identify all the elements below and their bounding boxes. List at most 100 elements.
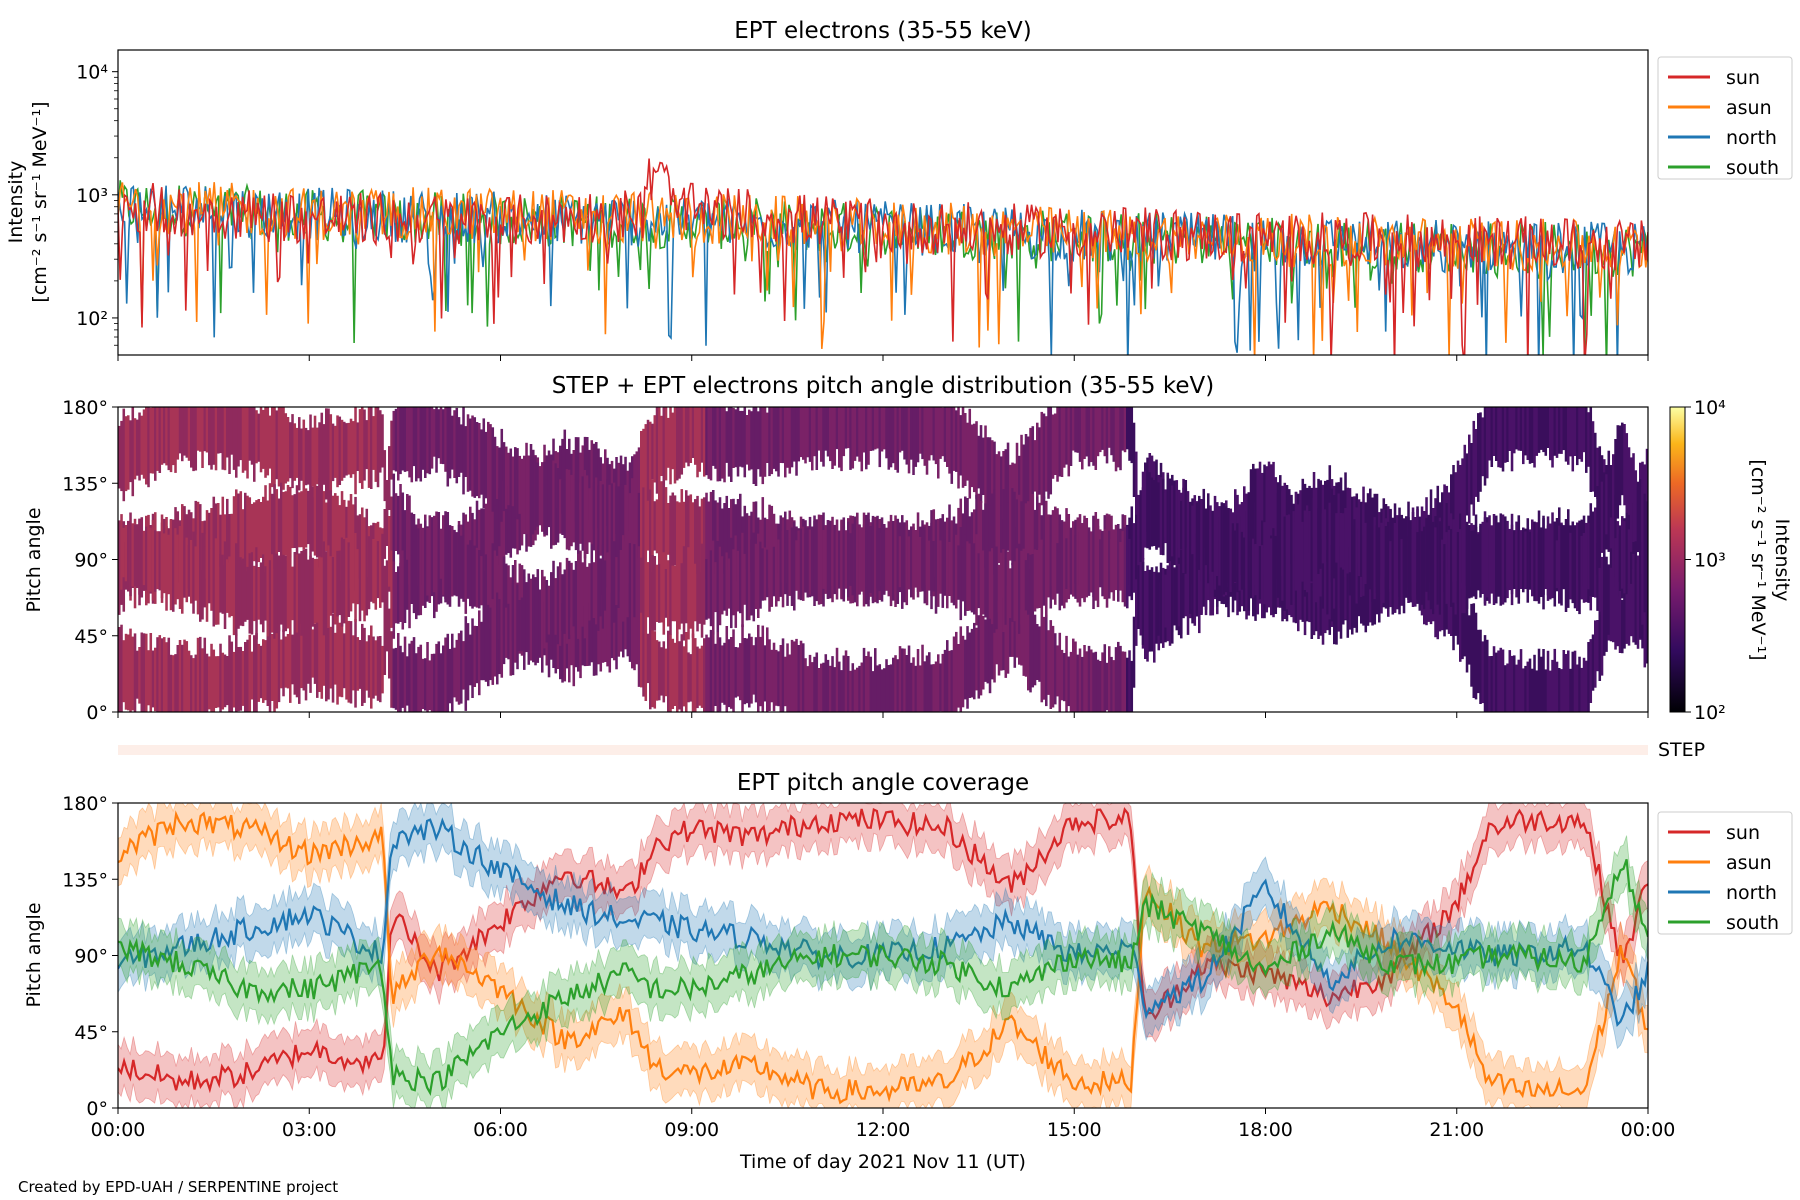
heatmap-cell <box>703 407 706 477</box>
heatmap-cell <box>784 407 787 478</box>
heatmap-cell <box>183 639 186 712</box>
heatmap-cell <box>1481 417 1485 477</box>
heatmap-cell <box>1639 546 1642 639</box>
heatmap-cell <box>1481 641 1485 704</box>
heatmap-cell <box>1618 525 1622 597</box>
heatmap-cell <box>1621 516 1624 589</box>
heatmap-cell <box>694 638 697 712</box>
heatmap-cell <box>572 479 576 543</box>
heatmap-cell <box>430 517 434 597</box>
heatmap-cell <box>986 437 990 504</box>
heatmap-cell <box>376 541 380 599</box>
heatmap-cell <box>1528 407 1532 464</box>
heatmap-cell <box>754 407 758 486</box>
heatmap-cell <box>1101 652 1104 712</box>
heatmap-cell <box>691 548 695 638</box>
heatmap-cell <box>858 407 861 462</box>
heatmap-cell <box>277 498 281 552</box>
heatmap-cell <box>268 560 272 627</box>
heatmap-cell <box>649 421 652 491</box>
heatmap-cell <box>1281 529 1284 601</box>
heatmap-cell <box>880 517 884 602</box>
heatmap-cell <box>646 562 650 618</box>
heatmap-cell <box>372 416 375 470</box>
heatmap-cell <box>705 492 708 580</box>
heatmap-cell <box>1630 583 1633 637</box>
step-strip-label: STEP <box>1658 739 1705 761</box>
heatmap-cell <box>313 485 317 556</box>
heatmap-cell <box>1013 463 1017 512</box>
heatmap-cell <box>1101 530 1104 597</box>
heatmap-cell <box>583 470 587 559</box>
heatmap-cell <box>1378 527 1381 594</box>
heatmap-cell <box>667 503 670 555</box>
heatmap-cell <box>1033 614 1037 686</box>
heatmap-cell <box>687 652 690 703</box>
heatmap-cell <box>930 664 933 712</box>
heatmap-cell <box>923 661 927 712</box>
heatmap-cell <box>1504 665 1507 712</box>
heatmap-cell <box>455 407 459 484</box>
heatmap-cell <box>356 637 360 691</box>
heatmap-cell <box>363 409 366 481</box>
heatmap-cell <box>374 407 378 482</box>
heatmap-cell <box>930 522 933 610</box>
heatmap-cell <box>401 407 405 471</box>
x-axis-label: Time of day 2021 Nov 11 (UT) <box>739 1151 1026 1173</box>
heatmap-cell <box>574 611 578 668</box>
heatmap-cell <box>511 583 515 676</box>
heatmap-cell <box>1168 478 1172 562</box>
heatmap-cell <box>1132 422 1136 497</box>
heatmap-cell <box>565 557 569 644</box>
heatmap-cell <box>381 533 384 603</box>
heatmap-cell <box>1526 661 1530 712</box>
heatmap-cell <box>698 506 702 564</box>
heatmap-cell <box>559 445 562 511</box>
heatmap-cell <box>570 562 573 636</box>
heatmap-cell <box>394 408 398 472</box>
heatmap-cell <box>257 499 261 563</box>
heatmap-cell <box>1312 497 1316 591</box>
heatmap-cell <box>883 668 886 712</box>
heatmap-cell <box>955 534 958 609</box>
heatmap-cell <box>649 489 652 562</box>
heatmap-cell <box>1238 528 1242 591</box>
heatmap-cell <box>705 407 708 476</box>
heatmap-cell <box>446 512 450 605</box>
heatmap-cell <box>190 540 193 604</box>
heatmap-cell <box>1591 421 1595 492</box>
heatmap-cell <box>561 480 564 535</box>
heatmap-cell <box>1114 647 1118 712</box>
heatmap-cell <box>262 639 265 703</box>
heatmap-cell <box>266 407 270 476</box>
heatmap-cell <box>910 407 913 460</box>
heatmap-cell <box>732 498 735 581</box>
heatmap-cell <box>1024 606 1028 677</box>
heatmap-cell <box>1474 612 1478 700</box>
heatmap-cell <box>1456 460 1460 552</box>
heatmap-cell <box>302 619 306 691</box>
heatmap-cell <box>122 527 126 578</box>
heatmap-cell <box>410 407 414 483</box>
heatmap-cell <box>1306 564 1309 622</box>
heatmap-cell <box>572 569 576 627</box>
heatmap-cell <box>786 407 789 468</box>
heatmap-cell <box>1454 472 1458 548</box>
heatmap-cell <box>430 653 434 712</box>
heatmap-cell <box>142 409 146 479</box>
heatmap-cell <box>255 633 258 712</box>
heatmap-cell <box>1013 594 1017 668</box>
heatmap-cell <box>1474 526 1478 600</box>
heatmap-cell <box>1537 407 1541 453</box>
heatmap-cell <box>1641 486 1644 575</box>
heatmap-cell <box>460 630 463 704</box>
heatmap-cell <box>955 410 958 472</box>
heatmap-cell <box>563 429 567 521</box>
heatmap-cell <box>453 647 456 698</box>
heatmap-cell <box>876 665 879 712</box>
heatmap-cell <box>1600 581 1604 676</box>
heatmap-cell <box>277 555 281 632</box>
heatmap-cell <box>862 407 866 453</box>
heatmap-cell <box>253 502 256 562</box>
